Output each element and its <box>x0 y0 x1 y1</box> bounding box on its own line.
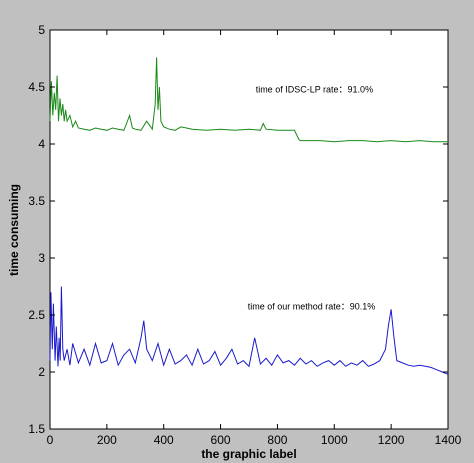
plot-area <box>49 29 449 430</box>
y-tick-label: 5 <box>38 23 45 37</box>
annotation-1: time of our method rate：90.1% <box>248 301 376 311</box>
y-axis-label: time consuming <box>7 184 21 276</box>
y-tick-label: 4.5 <box>28 80 45 94</box>
series-line-1 <box>49 286 449 375</box>
series-layer <box>49 57 449 375</box>
y-tick-label: 3.5 <box>28 194 45 208</box>
x-axis-label: the graphic label <box>201 447 296 461</box>
y-tick-label: 2.5 <box>28 308 45 322</box>
y-tick-label: 3 <box>38 251 45 265</box>
x-tick-label: 600 <box>211 433 231 447</box>
y-tick-label: 1.5 <box>28 422 45 436</box>
x-tick-label: 200 <box>97 433 117 447</box>
x-tick-label: 1000 <box>321 433 348 447</box>
annotation-layer: time of IDSC-LP rate：91.0% time of our me… <box>248 85 376 312</box>
axis-layer: 0 200 400 600 800 1000 1200 1400 1.5 2 2.5 3 3.5 4 4.5… <box>28 23 461 447</box>
y-tick-label: 2 <box>38 365 45 379</box>
annotation-0: time of IDSC-LP rate：91.0% <box>256 85 373 95</box>
x-tick-label: 400 <box>154 433 174 447</box>
x-tick-label: 1400 <box>435 433 462 447</box>
x-tick-label: 0 <box>47 433 54 447</box>
series-line-0 <box>49 57 448 143</box>
x-tick-label: 800 <box>267 433 287 447</box>
y-tick-label: 4 <box>38 137 45 151</box>
x-tick-label: 1200 <box>378 433 405 447</box>
